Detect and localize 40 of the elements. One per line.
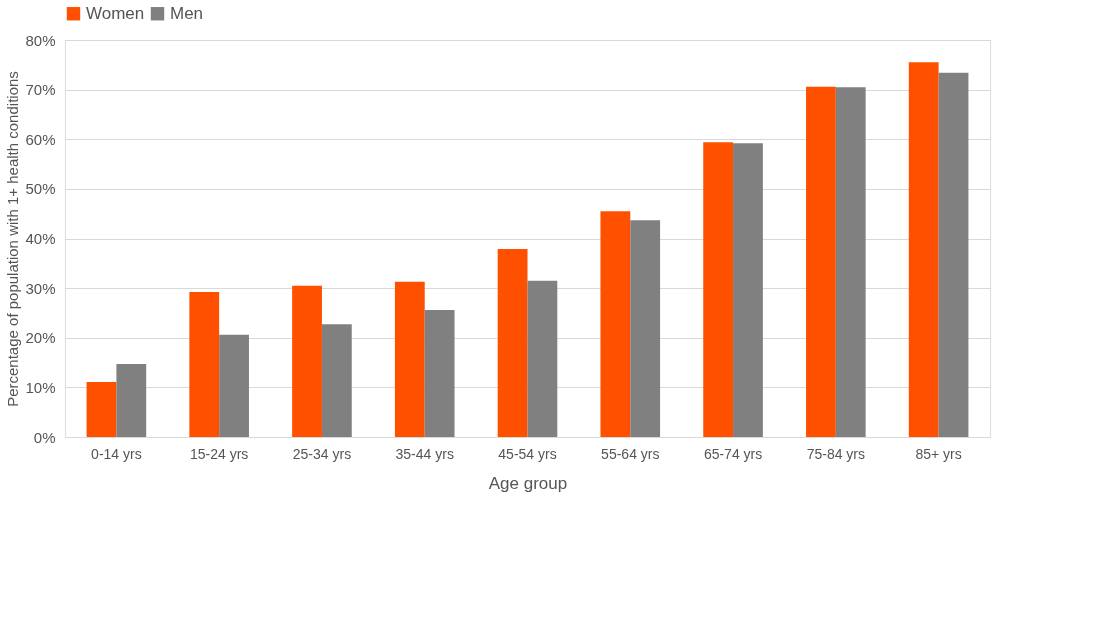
bar [394, 281, 425, 437]
bar [938, 72, 969, 437]
bar [189, 292, 220, 437]
y-tick-label: 10% [25, 378, 56, 396]
legend-label: Men [170, 3, 204, 23]
y-tick-label: 20% [25, 329, 56, 347]
bar [292, 285, 322, 437]
x-tick-label: 45-54 yrs [498, 445, 557, 462]
x-tick-label: 65-74 yrs [703, 445, 763, 462]
y-tick-label: 50% [25, 180, 56, 198]
x-tick-label: 15-24 yrs [189, 445, 249, 462]
x-tick-label: 25-34 yrs [292, 445, 352, 462]
bar [219, 334, 249, 437]
bar [424, 309, 455, 437]
y-tick-label: 80% [25, 31, 56, 49]
bar [116, 364, 147, 437]
y-tick-label: 70% [25, 81, 56, 99]
bar [321, 324, 352, 437]
x-tick-label: 75-84 yrs [806, 445, 866, 462]
legend-label: Women [86, 3, 145, 23]
bar [806, 86, 836, 437]
bar [527, 280, 558, 437]
bar [835, 87, 866, 437]
y-tick-label: 40% [25, 230, 56, 247]
x-tick-label: 85+ yrs [915, 445, 962, 462]
y-axis-title: Percentage of population with 1+ health conditions [4, 71, 22, 407]
bar [600, 211, 631, 437]
bar [733, 143, 763, 437]
x-tick-label: 55-64 yrs [601, 445, 660, 462]
x-axis-title: Age group [488, 473, 568, 493]
bar [703, 142, 734, 437]
x-tick-label: 0-14 yrs [91, 445, 142, 462]
y-tick-label: 0% [33, 428, 56, 446]
y-tick-label: 30% [25, 279, 56, 297]
bar [86, 381, 117, 437]
bar [630, 220, 661, 437]
bar [908, 62, 939, 437]
y-tick-label: 60% [25, 130, 56, 148]
bar [497, 248, 528, 437]
x-tick-label: 35-44 yrs [395, 445, 454, 462]
